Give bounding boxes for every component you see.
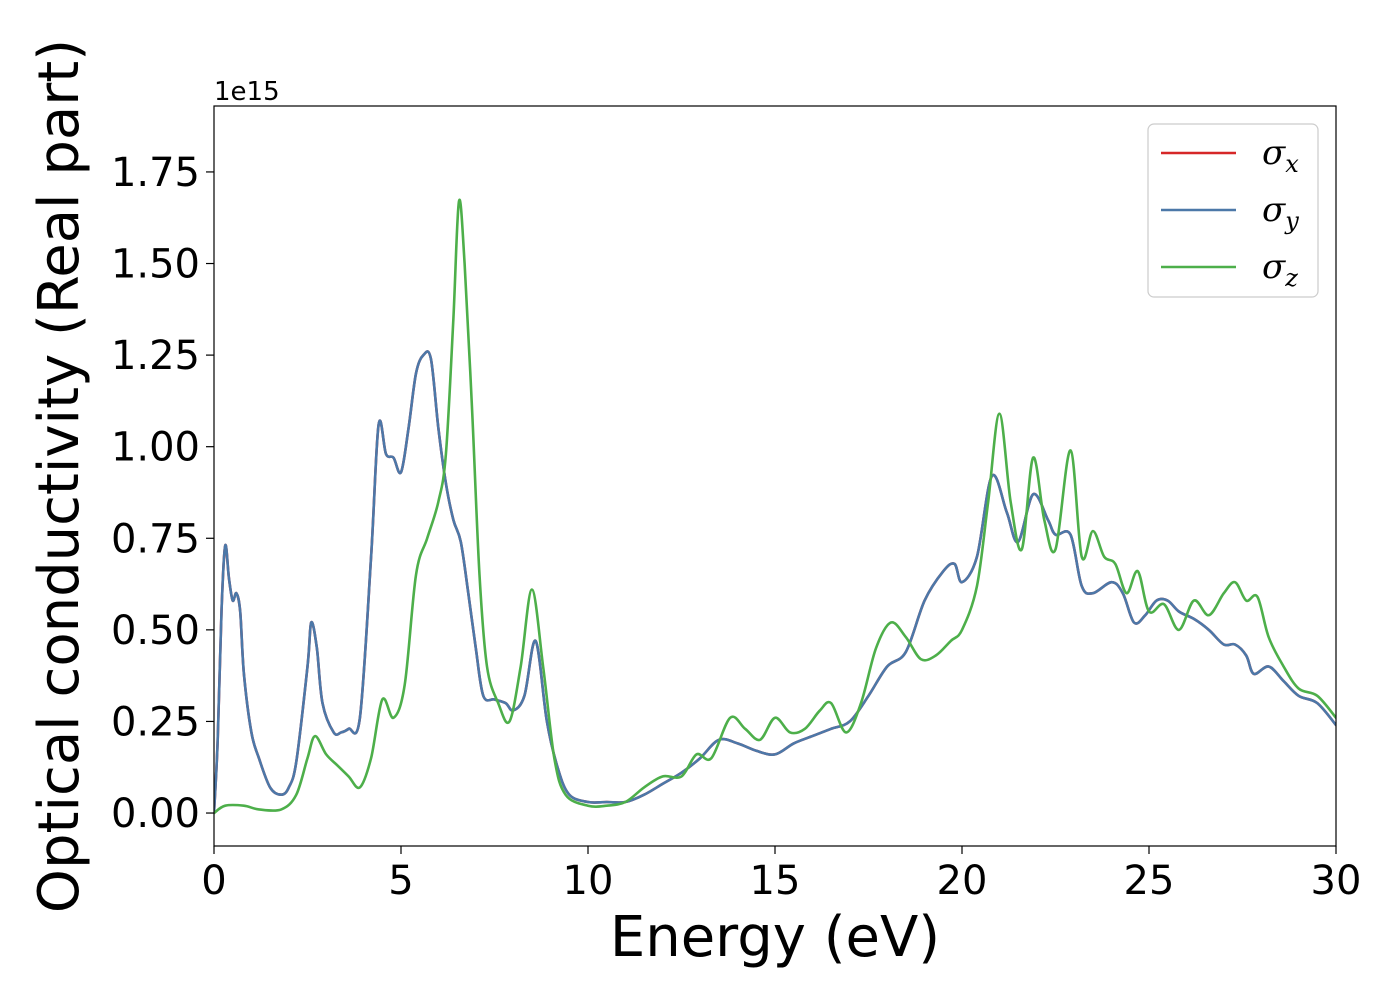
legend-label-z: σz (1262, 247, 1298, 292)
y-tick-label: 0.00 (111, 791, 200, 837)
legend-subscript: y (1284, 207, 1299, 235)
legend-symbol: σ (1262, 190, 1286, 230)
legend-symbol: σ (1262, 247, 1286, 287)
y-tick-label: 1.75 (111, 150, 200, 196)
y-offset-label: 1e15 (214, 77, 280, 107)
x-axis-label: Energy (eV) (610, 905, 940, 970)
x-axis: 0 5 10 15 20 25 30 (201, 846, 1361, 904)
legend-label-y: σy (1262, 190, 1299, 235)
y-tick-label: 1.00 (111, 425, 200, 471)
legend-subscript: z (1284, 264, 1298, 292)
x-tick-label: 20 (937, 858, 988, 904)
legend-label-x: σx (1262, 133, 1299, 178)
y-tick-label: 1.25 (111, 333, 200, 379)
y-tick-label: 0.50 (111, 608, 200, 654)
x-tick-label: 30 (1311, 858, 1362, 904)
y-axis: 0.00 0.25 0.50 0.75 1.00 1.25 1.50 1.75 (111, 150, 214, 837)
y-axis-label: Optical conductivity (Real part) (27, 39, 92, 913)
series-group (214, 198, 1336, 815)
x-tick-label: 0 (201, 858, 226, 904)
x-tick-label: 25 (1124, 858, 1175, 904)
y-tick-label: 0.25 (111, 699, 200, 745)
y-tick-label: 0.75 (111, 516, 200, 562)
series-line-y (214, 350, 1336, 815)
x-tick-label: 10 (563, 858, 614, 904)
x-tick-label: 15 (750, 858, 801, 904)
legend-subscript: x (1285, 150, 1299, 178)
y-tick-label: 1.50 (111, 242, 200, 288)
legend-symbol: σ (1262, 133, 1286, 173)
series-line-z (214, 198, 1336, 815)
x-tick-label: 5 (388, 858, 413, 904)
